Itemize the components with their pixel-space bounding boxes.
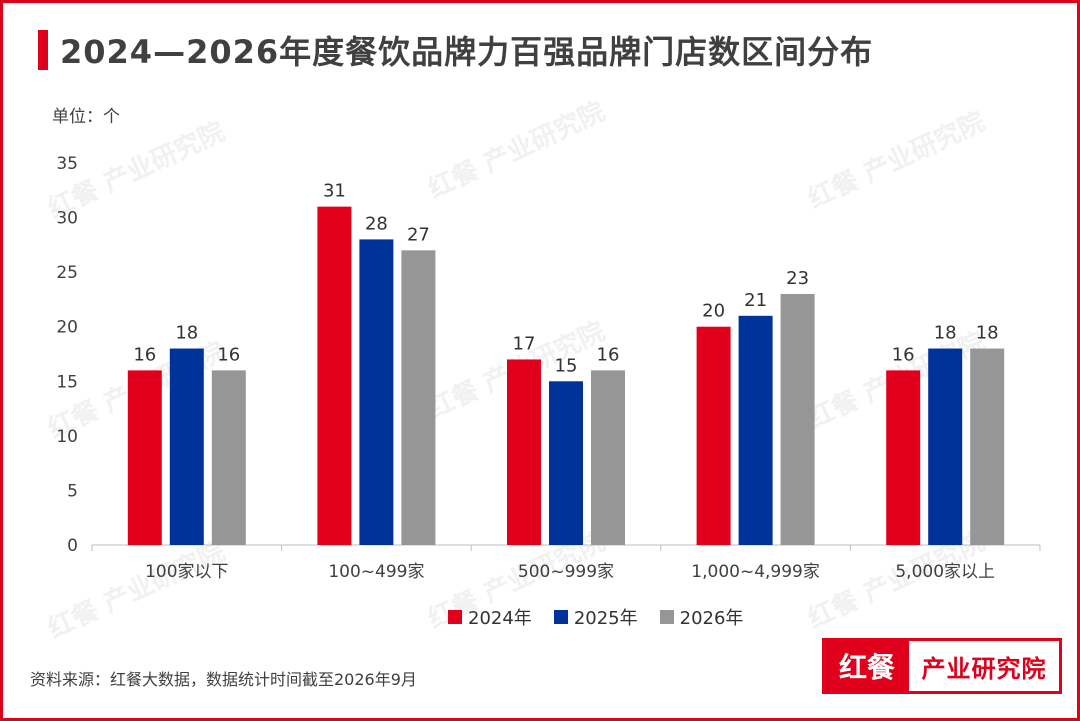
y-tick-label: 15 — [56, 372, 78, 392]
data-label: 15 — [555, 355, 578, 376]
data-label: 27 — [407, 224, 430, 245]
legend-swatch — [448, 610, 462, 624]
bar — [696, 326, 731, 545]
bar — [127, 370, 162, 545]
y-tick-label: 25 — [56, 263, 78, 283]
bar — [211, 370, 246, 545]
data-label: 28 — [365, 213, 388, 234]
legend-label: 2025年 — [573, 608, 638, 629]
data-label: 16 — [892, 344, 915, 365]
data-label: 20 — [702, 301, 725, 322]
bar — [928, 348, 963, 545]
legend-label: 2024年 — [468, 608, 532, 629]
data-label: 18 — [934, 323, 957, 344]
legend-item: 2026年 — [659, 604, 744, 630]
data-label: 23 — [786, 268, 809, 289]
legend-item: 2024年 — [448, 604, 532, 630]
chart-legend: 2024年 2025年 2026年 — [448, 604, 743, 630]
data-label: 21 — [744, 290, 767, 311]
bar — [401, 250, 436, 546]
legend-swatch — [553, 610, 568, 624]
y-tick-label: 20 — [56, 318, 78, 338]
data-label: 16 — [217, 344, 240, 365]
y-tick-label: 5 — [67, 481, 78, 501]
data-label: 31 — [323, 181, 346, 202]
y-tick-label: 0 — [67, 536, 78, 556]
source-note: 资料来源：红餐大数据，数据统计时间截至2026年9月 — [30, 670, 417, 689]
legend-swatch — [659, 610, 674, 624]
x-tick-label: 1,000~4,999家 — [691, 562, 820, 582]
y-tick-label: 35 — [56, 154, 78, 174]
legend-item: 2025年 — [553, 604, 638, 630]
logo-mark: 红餐 — [825, 641, 909, 691]
bar — [591, 370, 625, 545]
bar — [970, 348, 1005, 545]
x-tick-label: 500~999家 — [518, 562, 614, 582]
title-accent-bar — [38, 30, 48, 70]
data-label: 18 — [175, 323, 198, 344]
x-tick-label: 5,000家以上 — [895, 562, 995, 582]
bar — [738, 315, 773, 545]
page-title: 2024—2026年度餐饮品牌力百强品牌门店数区间分布 — [60, 33, 874, 71]
bar — [507, 359, 541, 545]
y-tick-label: 30 — [56, 209, 78, 229]
bar — [359, 239, 394, 545]
data-label: 16 — [133, 344, 156, 365]
data-label: 18 — [976, 323, 999, 344]
unit-label: 单位：个 — [52, 107, 120, 127]
x-tick-label: 100~499家 — [328, 562, 424, 582]
bar — [169, 348, 204, 545]
bar — [886, 370, 921, 545]
y-tick-label: 10 — [56, 427, 78, 447]
bar — [317, 206, 352, 545]
data-label: 17 — [513, 333, 536, 354]
legend-label: 2026年 — [679, 608, 744, 629]
bar — [549, 381, 583, 545]
logo-text: 产业研究院 — [921, 654, 1047, 683]
data-label: 16 — [597, 344, 620, 365]
x-tick-label: 100家以下 — [145, 562, 228, 582]
bar — [780, 293, 815, 545]
brand-logo: 红餐 产业研究院 — [822, 638, 1062, 694]
